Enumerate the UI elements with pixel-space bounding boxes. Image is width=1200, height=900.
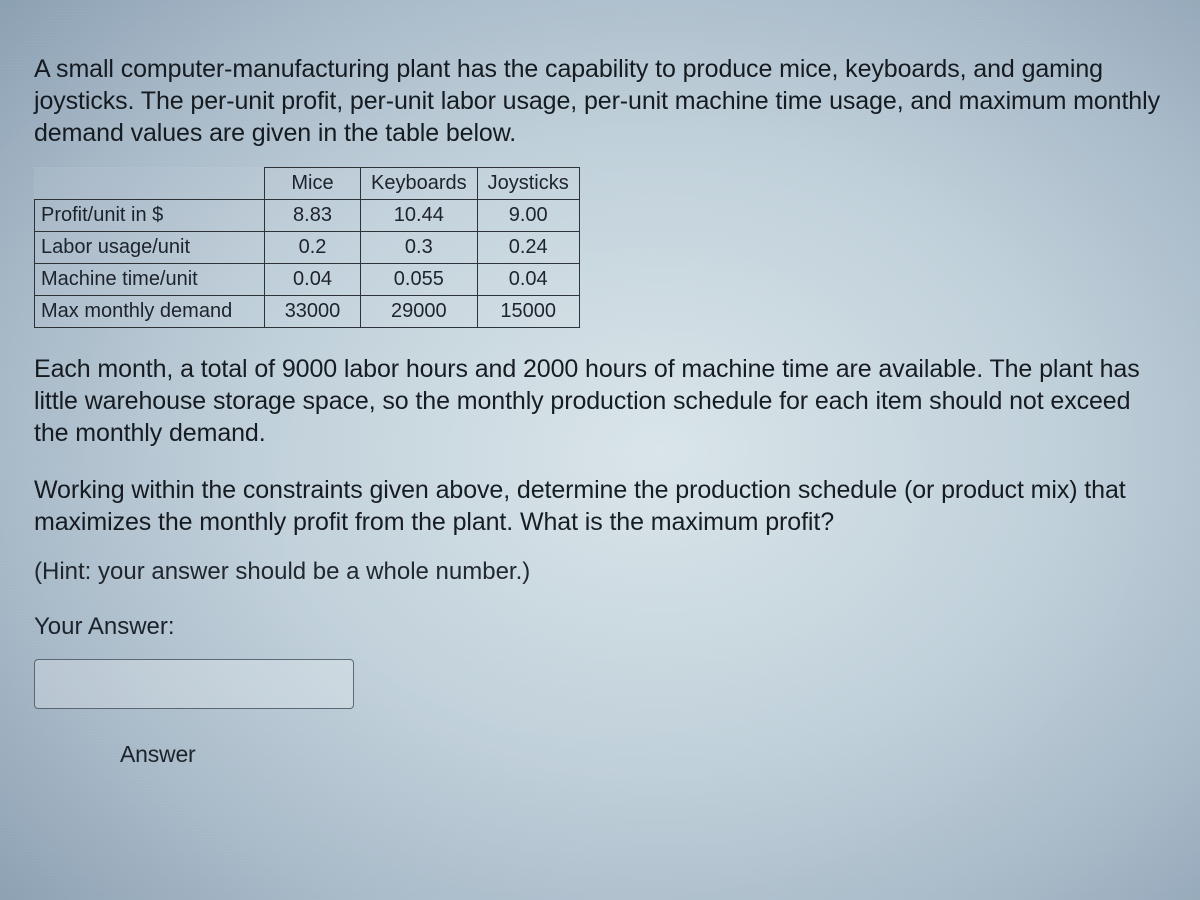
question-page: { "intro": "A small computer-manufacturi… xyxy=(0,0,1200,900)
data-table: Mice Keyboards Joysticks Profit/unit in … xyxy=(34,167,580,328)
col-header: Joysticks xyxy=(477,168,579,200)
intro-paragraph: A small computer-manufacturing plant has… xyxy=(34,53,1166,149)
table-cell: 0.3 xyxy=(361,232,478,264)
table-cell: 0.04 xyxy=(265,264,361,296)
table-cell: 33000 xyxy=(265,296,361,328)
your-answer-label: Your Answer: xyxy=(34,613,1166,641)
table-cell: 0.055 xyxy=(361,264,478,296)
question-paragraph: Working within the constraints given abo… xyxy=(34,474,1166,538)
col-header: Mice xyxy=(265,168,361,200)
hint-text: (Hint: your answer should be a whole num… xyxy=(34,556,1166,587)
answer-button[interactable]: Answer xyxy=(112,737,204,772)
table-cell: 8.83 xyxy=(265,200,361,232)
table-row: Labor usage/unit 0.2 0.3 0.24 xyxy=(35,232,580,264)
table-cell: 15000 xyxy=(477,296,579,328)
table-cell: 0.2 xyxy=(265,232,361,264)
table-cell: 0.24 xyxy=(477,232,579,264)
table-corner-empty xyxy=(35,168,265,200)
col-header: Keyboards xyxy=(361,168,478,200)
table-cell: 29000 xyxy=(361,296,478,328)
row-label: Machine time/unit xyxy=(35,264,265,296)
row-label: Max monthly demand xyxy=(35,296,265,328)
table-row: Profit/unit in $ 8.83 10.44 9.00 xyxy=(35,200,580,232)
row-label: Labor usage/unit xyxy=(35,232,265,264)
table-row: Machine time/unit 0.04 0.055 0.04 xyxy=(35,264,580,296)
table-cell: 9.00 xyxy=(477,200,579,232)
table-row: Max monthly demand 33000 29000 15000 xyxy=(35,296,580,328)
row-label: Profit/unit in $ xyxy=(35,200,265,232)
table-cell: 10.44 xyxy=(361,200,478,232)
table-cell: 0.04 xyxy=(477,264,579,296)
constraints-paragraph: Each month, a total of 9000 labor hours … xyxy=(34,353,1166,449)
answer-input[interactable] xyxy=(34,659,354,709)
